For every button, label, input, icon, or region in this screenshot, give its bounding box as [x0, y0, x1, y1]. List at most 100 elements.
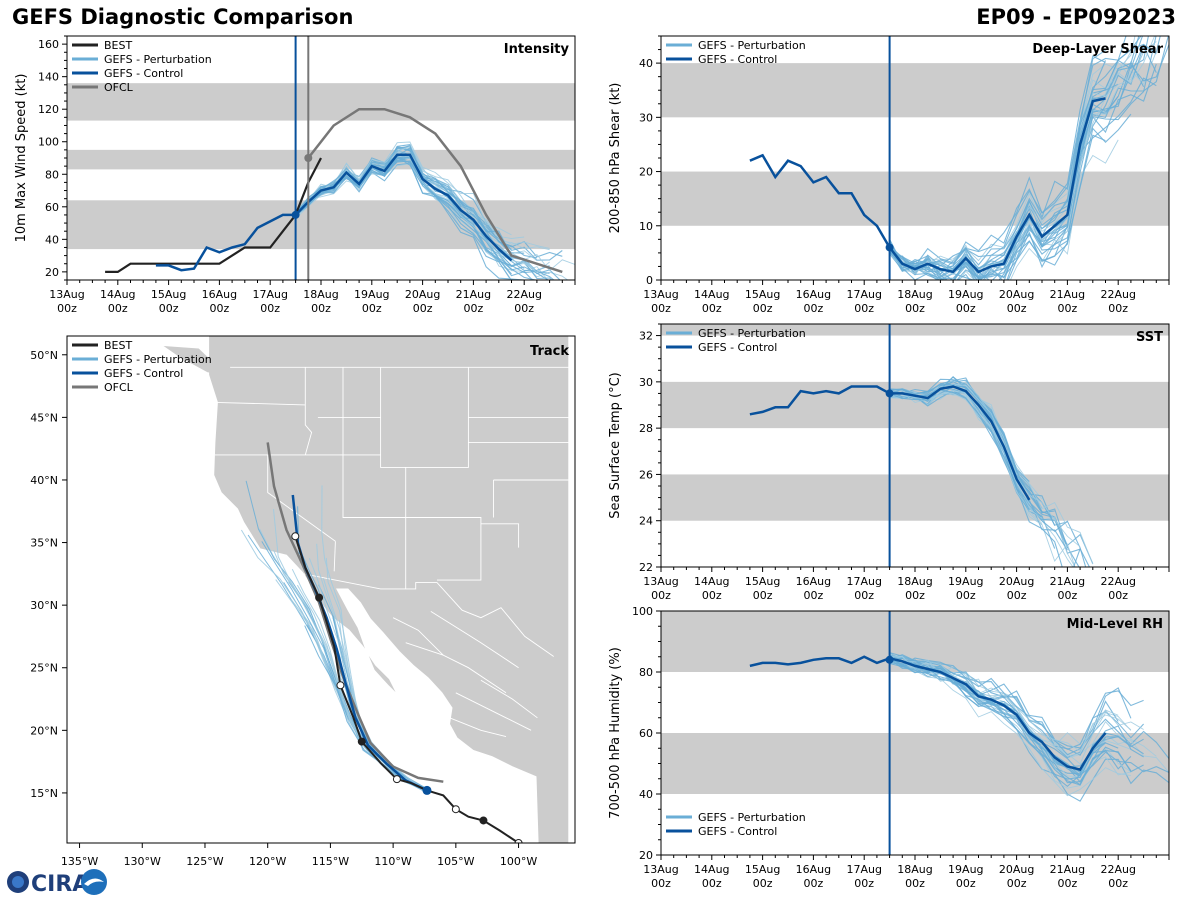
track-lat-tick-label: 15°N: [30, 787, 58, 800]
border-line: [449, 717, 507, 738]
shear-x-tick-label: 00z: [1058, 302, 1078, 315]
intensity-x-tick-label: 00z: [514, 302, 534, 315]
sst-x-tick-label: 13Aug: [643, 575, 678, 588]
intensity-x-tick-label: 00z: [362, 302, 382, 315]
border-line: [480, 523, 520, 548]
island: [163, 346, 227, 375]
border-line: [392, 617, 444, 656]
rh-control-line: [749, 655, 1107, 772]
track-ofcl-line: [266, 442, 444, 783]
sst-x-tick-label: 15Aug: [745, 575, 780, 588]
rh-y-tick-label: 100: [632, 605, 653, 618]
intensity-y-tick-label: 40: [45, 233, 59, 246]
shear-x-tick-label: 00z: [753, 302, 773, 315]
storm-id-label: EP09 - EP092023: [976, 5, 1176, 29]
intensity-y-tick-label: 120: [38, 103, 59, 116]
track-best-marker: [357, 737, 366, 746]
intensity-y-axis-label: 10m Max Wind Speed (kt): [14, 74, 29, 243]
shear-x-tick-label: 14Aug: [694, 288, 729, 301]
border-line: [267, 454, 336, 542]
rh-x-tick-label: 18Aug: [897, 863, 932, 876]
shear-x-tick-label: 00z: [1007, 302, 1027, 315]
shear-y-tick-label: 40: [639, 57, 653, 70]
track-best-marker: [291, 532, 300, 541]
track-perturbation-line: [288, 581, 429, 791]
sst-y-tick-label: 24: [639, 515, 653, 528]
shear-band: [661, 171, 1169, 226]
shear-x-tick-label: 00z: [1108, 302, 1128, 315]
rh-y-tick-label: 80: [639, 666, 653, 679]
intensity-x-tick-label: 20Aug: [405, 288, 440, 301]
sst-x-tick-label: 00z: [1058, 589, 1078, 602]
track-lon-tick-label: 115°W: [312, 855, 349, 868]
cira-logo-text: CIRA: [31, 872, 89, 897]
track-lat-tick-label: 25°N: [30, 662, 58, 675]
rh-x-tick-label: 21Aug: [1050, 863, 1085, 876]
track-lon-tick-label: 105°W: [437, 855, 474, 868]
page-title: GEFS Diagnostic Comparison: [12, 5, 354, 29]
track-lon-tick-label: 100°W: [500, 855, 537, 868]
sst-legend-label: GEFS - Perturbation: [698, 327, 806, 340]
intensity-x-tick-label: 00z: [108, 302, 128, 315]
intensity-legend-label: GEFS - Perturbation: [104, 53, 212, 66]
shear-x-tick-label: 15Aug: [745, 288, 780, 301]
sst-y-axis-label: Sea Surface Temp (°C): [608, 372, 623, 519]
border-line: [342, 367, 407, 589]
shear-legend-label: GEFS - Perturbation: [698, 39, 806, 52]
rh-x-tick-label: 00z: [651, 877, 671, 890]
sst-x-tick-label: 18Aug: [897, 575, 932, 588]
shear-y-tick-label: 30: [639, 111, 653, 124]
shear-x-tick-label: 18Aug: [897, 288, 932, 301]
intensity-y-tick-label: 140: [38, 71, 59, 84]
sst-y-tick-label: 30: [639, 376, 653, 389]
rh-perturbation-line: [889, 655, 1119, 752]
rh-plot-area: [661, 611, 1169, 802]
sst-plot-bg: [661, 324, 1169, 567]
border-line: [480, 679, 538, 719]
shear-x-tick-label: 00z: [854, 302, 874, 315]
shear-x-tick-label: 21Aug: [1050, 288, 1085, 301]
intensity-legend-label: BEST: [104, 39, 132, 52]
track-panel: 135°W 130°W 125°W 120°W 115°W 110°W 105°W 100°W…: [30, 335, 576, 868]
shear-x-tick-label: 00z: [702, 302, 722, 315]
sst-x-tick-label: 00z: [905, 589, 925, 602]
shear-perturbation-line: [889, 77, 1157, 280]
intensity-control-marker: [291, 210, 300, 219]
track-best-marker: [451, 805, 460, 814]
border-line: [211, 401, 306, 406]
border-line: [455, 692, 532, 731]
rh-x-tick-label: 17Aug: [846, 863, 881, 876]
sst-legend-label: GEFS - Control: [698, 341, 777, 354]
shear-y-tick-label: 0: [646, 274, 653, 287]
rh-x-tick-label: 14Aug: [694, 863, 729, 876]
intensity-x-tick-label: 21Aug: [456, 288, 491, 301]
rh-y-tick-label: 40: [639, 788, 653, 801]
intensity-band: [67, 83, 575, 121]
rh-x-tick-label: 16Aug: [796, 863, 831, 876]
border-line: [430, 611, 519, 669]
track-best-marker: [479, 816, 488, 825]
sst-panel: 13Aug00z14Aug00z15Aug00z16Aug00z17Aug00z…: [608, 323, 1170, 602]
border-line: [333, 541, 336, 572]
rh-panel-title: Mid-Level RH: [1067, 617, 1163, 632]
track-lat-tick-label: 50°N: [30, 349, 58, 362]
shear-x-tick-label: 00z: [905, 302, 925, 315]
shear-perturbation-line: [889, 55, 1106, 267]
rh-perturbation-line: [889, 658, 1106, 778]
intensity-x-tick-label: 00z: [260, 302, 280, 315]
border-line: [304, 573, 554, 657]
shear-control-marker: [885, 243, 894, 252]
rh-perturbation-line: [889, 652, 1169, 802]
intensity-perturbation-line: [295, 155, 512, 280]
shear-x-tick-label: 13Aug: [643, 288, 678, 301]
rh-x-tick-label: 22Aug: [1100, 863, 1135, 876]
sst-plot-area: [661, 324, 1169, 567]
rh-x-tick-label: 15Aug: [745, 863, 780, 876]
rh-x-tick-label: 00z: [804, 877, 824, 890]
track-legend-label: OFCL: [104, 381, 134, 394]
rh-perturbation-line: [889, 656, 1131, 797]
shear-perturbation-line: [889, 60, 1107, 275]
rh-perturbation-line: [889, 654, 1169, 788]
